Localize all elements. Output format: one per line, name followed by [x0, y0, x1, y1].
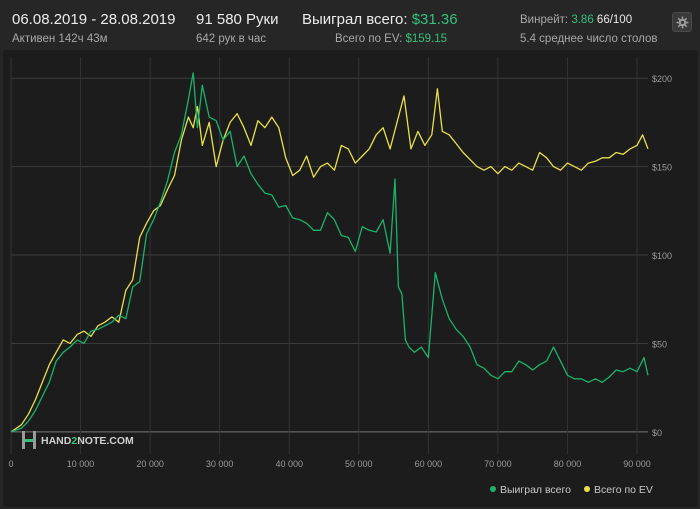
won-total: Выиграл всего: $31.36 [302, 11, 458, 28]
active-time: Активен 142ч 43м [12, 33, 108, 45]
avg-tables: 5.4 среднее число столов [520, 33, 658, 45]
hand2note-logo-icon [22, 431, 36, 449]
hands-count: 91 580 Руки [196, 11, 279, 28]
series-line-won [10, 72, 649, 433]
x-tick-label: 20 000 [136, 459, 164, 469]
y-tick-label: $100 [652, 251, 672, 261]
x-tick-label: 50 000 [345, 459, 373, 469]
ev-total-value: $159.15 [405, 33, 448, 45]
hand2note-watermark: HAND2NOTE.COM [22, 431, 134, 449]
chart-grid [10, 57, 648, 454]
y-tick-label: $0 [652, 428, 662, 438]
hands-per-hour: 642 рук в час [196, 33, 267, 45]
date-range: 06.08.2019 - 28.08.2019 [12, 11, 176, 28]
legend-won-swatch [490, 486, 496, 492]
x-tick-label: 30 000 [206, 459, 234, 469]
x-tick-label: 60 000 [415, 459, 443, 469]
legend-item-ev[interactable]: Всего по EV [584, 484, 653, 496]
legend-won-label: Выиграл всего [500, 484, 571, 496]
ev-total: Всего по EV: $159.15 [335, 33, 447, 45]
x-tick-label: 90 000 [623, 459, 651, 469]
watermark-two: 2 [71, 435, 77, 447]
won-total-value: $31.36 [411, 11, 458, 28]
gear-icon [676, 16, 688, 28]
x-tick-label: 40 000 [275, 459, 303, 469]
y-tick-label: $50 [652, 339, 667, 349]
winrate-label: Винрейт: [520, 14, 569, 26]
x-tick-label: 10 000 [67, 459, 95, 469]
settings-button[interactable] [672, 12, 692, 32]
winrate-value: 3.86 [571, 14, 594, 26]
legend-ev-label: Всего по EV [594, 484, 653, 496]
chart-series [10, 72, 649, 433]
winrate-per-100: 66/100 [596, 14, 633, 26]
legend-ev-swatch [584, 486, 590, 492]
x-tick-label: 0 [8, 459, 13, 469]
winrate: Винрейт: 3.86 66/100 [520, 14, 632, 26]
watermark-hand: HAND [41, 435, 72, 447]
series-line-ev [10, 88, 649, 433]
x-tick-label: 80 000 [554, 459, 582, 469]
ev-total-label: Всего по EV: [335, 33, 403, 45]
won-total-label: Выиграл всего: [302, 11, 408, 28]
watermark-note: NOTE.COM [77, 435, 134, 447]
chart-axes: $0 $50 $100 $150 $200 0 10 000 20 000 30 000 40 0… [8, 74, 672, 469]
watermark-text: HAND2NOTE.COM [41, 435, 134, 447]
legend-item-won[interactable]: Выиграл всего [490, 484, 571, 496]
x-tick-label: 70 000 [484, 459, 512, 469]
chart-panel [3, 50, 698, 507]
y-tick-label: $150 [652, 163, 672, 173]
y-tick-label: $200 [652, 74, 672, 84]
